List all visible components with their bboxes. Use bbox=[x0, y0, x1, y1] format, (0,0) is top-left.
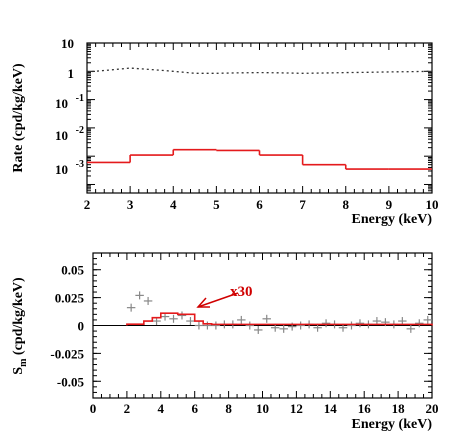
top-x-tick-label: 10 bbox=[426, 197, 439, 212]
top-series-group bbox=[86, 67, 433, 170]
top-y-tick-base: 10 bbox=[61, 36, 74, 51]
top-chart-panel: 2 3 4 5 6 7 8 9 10 101-110-210-310 Energy (keV) … bbox=[11, 36, 439, 227]
bottom-x-axis-label: Energy (keV) bbox=[352, 417, 433, 432]
data-point bbox=[296, 321, 305, 330]
data-point bbox=[347, 321, 356, 330]
top-y-tick-exponent: -3 bbox=[76, 159, 84, 170]
top-y-tick-exponent: -1 bbox=[76, 93, 84, 104]
bottom-x-tick-label: 18 bbox=[392, 401, 406, 416]
data-point bbox=[321, 319, 331, 328]
data-point bbox=[423, 315, 432, 324]
top-y-tick-exponent: -2 bbox=[76, 125, 84, 136]
bottom-x-tick-label: 2 bbox=[124, 401, 131, 416]
bottom-x-tick-label: 20 bbox=[426, 401, 439, 416]
data-point bbox=[203, 321, 212, 330]
top-y-tick-base: 1 bbox=[68, 66, 75, 81]
data-point bbox=[355, 319, 365, 328]
top-x-tick-label: 9 bbox=[386, 197, 393, 212]
bottom-axis-ticks bbox=[92, 253, 433, 398]
top-axis-ticks bbox=[86, 42, 433, 194]
top-x-tick-label: 4 bbox=[170, 197, 177, 212]
top-y-axis-label: Rate (cpd/kg/keV) bbox=[11, 63, 26, 173]
top-y-tick-base: 10 bbox=[55, 162, 68, 177]
bottom-x-tick-label: 8 bbox=[225, 401, 232, 416]
top-x-tick-label: 5 bbox=[213, 197, 220, 212]
bottom-x-tick-label: 6 bbox=[191, 401, 198, 416]
annotation-arrow-head bbox=[196, 297, 210, 308]
top-x-tick-labels: 2 3 4 5 6 7 8 9 10 bbox=[84, 197, 439, 212]
modulation-step-histogram bbox=[126, 312, 433, 326]
bottom-y-tick-label: 0.05 bbox=[61, 263, 84, 278]
bottom-y-axis-label-base: S bbox=[11, 367, 26, 375]
top-x-tick-label: 6 bbox=[256, 197, 263, 212]
data-point bbox=[279, 324, 288, 333]
top-y-tick-label: 1 bbox=[68, 66, 75, 81]
bottom-x-tick-label: 12 bbox=[290, 401, 303, 416]
bottom-y-tick-label: 0.025 bbox=[55, 291, 85, 306]
top-y-tick-label: -1 10 bbox=[55, 93, 84, 111]
bottom-y-axis-label: Sm (cpd/kg/keV) bbox=[11, 277, 29, 375]
top-y-tick-base: 10 bbox=[55, 96, 68, 111]
data-point bbox=[237, 315, 246, 324]
data-point bbox=[415, 319, 424, 328]
top-x-tick-label: 3 bbox=[127, 197, 134, 212]
data-point bbox=[177, 311, 187, 320]
top-x-tick-label: 8 bbox=[343, 197, 350, 212]
data-point bbox=[254, 325, 263, 334]
bottom-y-tick-label: -0.025 bbox=[50, 346, 84, 361]
data-point bbox=[143, 296, 153, 305]
top-x-axis-label: Energy (keV) bbox=[352, 212, 433, 227]
bottom-chart-panel: 0 2 4 6 8 10 12 14 16 18 20 0.050.0250-0.025-0.05 … bbox=[11, 252, 439, 432]
data-point bbox=[194, 321, 204, 330]
top-x-tick-label: 7 bbox=[299, 197, 306, 212]
data-point bbox=[262, 314, 271, 323]
top-background-rate-line bbox=[86, 67, 433, 74]
data-point bbox=[406, 324, 416, 333]
annotation-label: x30 bbox=[230, 284, 253, 300]
bottom-y-tick-labels: 0.05 0.025 0 -0.025 -0.05 bbox=[50, 263, 84, 390]
bottom-y-tick-label: 0 bbox=[78, 319, 85, 334]
top-x-tick-label: 2 bbox=[84, 197, 91, 212]
bottom-x-tick-label: 10 bbox=[256, 401, 269, 416]
bottom-y-axis-label-rest: (cpd/kg/keV) bbox=[11, 277, 26, 359]
top-plot-frame bbox=[86, 42, 433, 194]
top-y-tick-label: -2 10 bbox=[55, 125, 84, 143]
data-point bbox=[126, 303, 136, 312]
bottom-x-tick-label: 16 bbox=[358, 401, 372, 416]
bottom-y-axis-label-sub: m bbox=[18, 358, 29, 367]
bottom-x-tick-label: 0 bbox=[90, 401, 97, 416]
top-y-tick-label: -3 10 bbox=[55, 159, 84, 177]
data-point bbox=[245, 321, 255, 330]
bottom-x-tick-label: 4 bbox=[158, 401, 165, 416]
top-y-tick-labels: 101-110-210-310 bbox=[55, 36, 84, 177]
data-point bbox=[211, 321, 221, 330]
bottom-x-tick-labels: 0 2 4 6 8 10 12 14 16 18 20 bbox=[90, 401, 439, 416]
bottom-x-tick-label: 14 bbox=[324, 401, 338, 416]
data-point bbox=[169, 314, 178, 323]
bottom-y-tick-label: -0.05 bbox=[57, 374, 85, 389]
data-point bbox=[186, 317, 195, 326]
top-y-tick-base: 10 bbox=[55, 128, 68, 143]
data-point bbox=[135, 291, 144, 300]
annotation-arrow-line bbox=[197, 292, 239, 308]
bottom-series-group bbox=[126, 291, 433, 334]
top-y-tick-label: 10 bbox=[61, 36, 74, 51]
